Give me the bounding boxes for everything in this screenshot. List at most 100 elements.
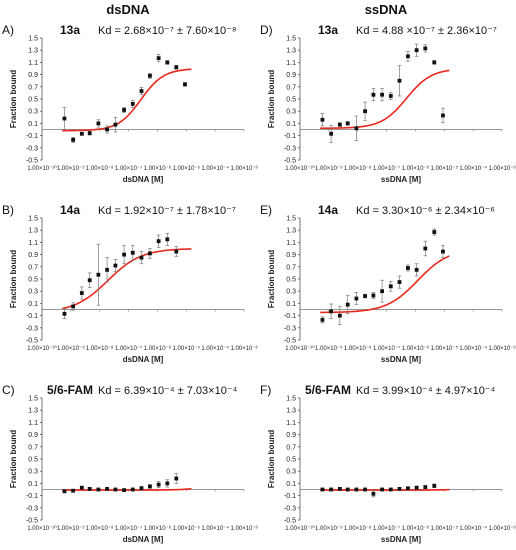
data-point bbox=[87, 486, 92, 491]
y-tick-label: -0.3 bbox=[26, 325, 38, 332]
x-tick-label: 1.00×10⁻¹⁰ bbox=[27, 345, 57, 352]
y-tick-label: -0.3 bbox=[26, 145, 38, 152]
data-point bbox=[388, 94, 393, 98]
x-tick-label: 1.00×10⁻³ bbox=[488, 526, 515, 532]
data-point bbox=[337, 313, 342, 318]
y-tick-label: 0.3 bbox=[28, 289, 38, 296]
data-point bbox=[96, 121, 101, 126]
data-point bbox=[79, 485, 84, 490]
y-tick-label: -0.1 bbox=[26, 313, 38, 320]
data-point bbox=[432, 60, 437, 65]
x-tick-label: 1.00×10⁻⁴ bbox=[459, 525, 487, 532]
y-tick-label: 0.1 bbox=[28, 481, 38, 488]
data-point bbox=[165, 481, 170, 486]
data-point bbox=[174, 476, 179, 481]
y-axis-title: Fraction bound bbox=[267, 430, 276, 488]
data-point bbox=[371, 92, 376, 97]
data-point bbox=[62, 116, 67, 121]
y-tick-label: -0.5 bbox=[26, 518, 38, 525]
x-tick-label: 1.00×10⁻⁷ bbox=[373, 165, 400, 172]
data-point bbox=[423, 46, 428, 51]
y-tick-label: 0.5 bbox=[286, 457, 296, 464]
x-tick-label: 1.00×10⁻⁴ bbox=[459, 345, 487, 352]
x-tick-label: 1.00×10⁻⁶ bbox=[402, 525, 430, 532]
y-tick-label: 0.9 bbox=[286, 252, 296, 259]
compound-label: 13a bbox=[318, 23, 338, 37]
data-point bbox=[397, 486, 402, 491]
x-tick-label: 1.00×10⁻⁹ bbox=[57, 165, 85, 172]
compound-label: 14a bbox=[60, 203, 80, 217]
data-point bbox=[397, 280, 402, 284]
compound-label: 14a bbox=[318, 203, 338, 217]
y-tick-label: 1.3 bbox=[28, 228, 38, 235]
x-axis-title: ssDNA [M] bbox=[381, 175, 421, 184]
y-tick-label: -0.3 bbox=[284, 145, 296, 152]
data-point bbox=[174, 249, 179, 254]
data-point bbox=[105, 267, 109, 272]
y-tick-label: -0.1 bbox=[26, 493, 38, 500]
x-tick-label: 1.00×10⁻⁶ bbox=[402, 345, 430, 352]
panel-label: A) bbox=[2, 23, 14, 37]
compound-label: 5/6-FAM bbox=[305, 383, 351, 397]
x-tick-label: 1.00×10⁻⁴ bbox=[201, 345, 229, 352]
data-point bbox=[363, 294, 367, 298]
y-tick-label: 1.3 bbox=[286, 48, 296, 55]
data-point bbox=[397, 78, 402, 83]
x-axis-title: ssDNA [M] bbox=[381, 535, 421, 544]
y-tick-label: 0.1 bbox=[286, 301, 296, 308]
panel-a: A) 13a Kd = 2.68×10⁻⁷ ± 7.60×10⁻⁸ -0.5 -0.3 -… bbox=[2, 23, 258, 184]
fit-curve bbox=[62, 68, 192, 132]
y-tick-label: 1.3 bbox=[286, 228, 296, 235]
data-point bbox=[423, 246, 428, 251]
y-tick-label: 1.3 bbox=[286, 408, 296, 415]
y-tick-label: -0.5 bbox=[284, 518, 296, 525]
y-tick-label: 0.7 bbox=[286, 444, 296, 451]
data-point bbox=[105, 486, 109, 491]
panel-label: D) bbox=[260, 23, 273, 37]
y-tick-label: 1.1 bbox=[286, 240, 296, 247]
x-tick-label: 1.00×10⁻⁹ bbox=[57, 345, 85, 352]
y-tick-label: 0.1 bbox=[286, 481, 296, 488]
y-tick-label: -0.3 bbox=[284, 505, 296, 512]
x-tick-label: 1.00×10⁻⁶ bbox=[144, 165, 172, 172]
data-point bbox=[122, 252, 127, 257]
data-point bbox=[148, 484, 152, 489]
y-tick-label: 0.1 bbox=[28, 121, 38, 128]
y-tick-label: -0.5 bbox=[284, 158, 296, 165]
x-tick-label: 1.00×10⁻³ bbox=[230, 166, 257, 172]
panel-label: E) bbox=[260, 203, 272, 217]
y-tick-label: 1.5 bbox=[286, 216, 296, 223]
x-axis-title: ssDNA [M] bbox=[381, 355, 421, 364]
y-tick-label: 1.1 bbox=[286, 60, 296, 67]
y-tick-label: 1.5 bbox=[286, 396, 296, 403]
data-point bbox=[122, 488, 127, 493]
data-point bbox=[320, 317, 325, 322]
data-point bbox=[156, 56, 161, 61]
data-point bbox=[148, 251, 152, 256]
x-axis-title: dsDNA [M] bbox=[123, 175, 164, 184]
y-tick-label: 1.1 bbox=[286, 420, 296, 427]
x-tick-label: 1.00×10⁻⁶ bbox=[144, 525, 172, 532]
y-tick-label: -0.1 bbox=[284, 313, 296, 320]
data-point bbox=[320, 117, 325, 122]
column-title-ssdna: ssDNA bbox=[365, 2, 408, 17]
y-tick-label: 0.9 bbox=[28, 432, 38, 439]
y-tick-label: 0.9 bbox=[286, 72, 296, 79]
kd-annotation: Kd = 1.92×10⁻⁷ ± 1.78×10⁻⁷ bbox=[98, 205, 236, 217]
y-tick-label: 0.9 bbox=[28, 72, 38, 79]
data-point bbox=[406, 54, 410, 59]
data-point bbox=[363, 487, 367, 492]
data-point bbox=[139, 255, 144, 260]
y-tick-label: 0.7 bbox=[286, 84, 296, 91]
data-point bbox=[156, 482, 161, 487]
data-point bbox=[183, 82, 187, 87]
data-point bbox=[337, 486, 342, 491]
data-point bbox=[371, 293, 376, 298]
data-point bbox=[320, 487, 325, 492]
x-axis-title: dsDNA [M] bbox=[123, 535, 164, 544]
x-tick-label: 1.00×10⁻¹⁰ bbox=[285, 525, 315, 532]
x-tick-label: 1.00×10⁻¹⁰ bbox=[285, 165, 315, 172]
x-tick-label: 1.00×10⁻⁸ bbox=[86, 345, 114, 352]
data-point bbox=[388, 284, 393, 289]
